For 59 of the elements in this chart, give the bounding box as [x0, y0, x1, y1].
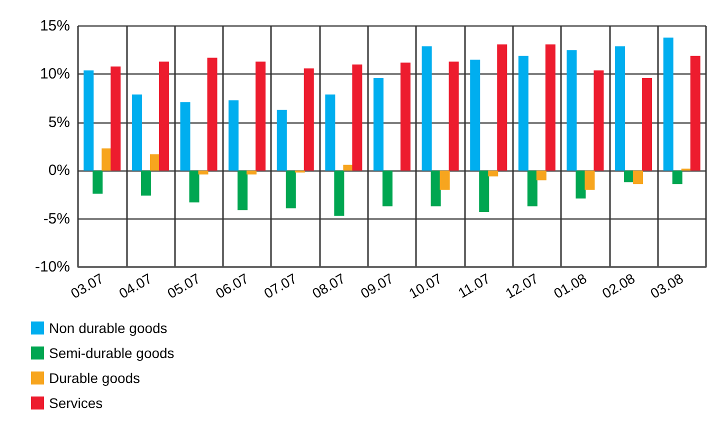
bar [642, 78, 652, 171]
bar [286, 170, 296, 208]
bar [238, 170, 248, 210]
bar [566, 50, 577, 171]
bar [518, 56, 528, 171]
bar [430, 170, 441, 206]
legend-label: Semi-durable goods [49, 345, 174, 361]
bar [132, 94, 142, 171]
bar [497, 44, 508, 171]
bar [352, 64, 362, 171]
x-tick-label: 02.08 [599, 270, 638, 302]
bar [140, 170, 151, 196]
bar [276, 110, 287, 171]
bar [110, 66, 121, 171]
y-tick-label: 10% [40, 66, 70, 83]
bar [545, 44, 556, 171]
bar [198, 170, 208, 174]
bar [158, 62, 169, 171]
bar [633, 170, 644, 184]
y-tick-label: 5% [48, 114, 70, 131]
bar [594, 70, 604, 171]
bar [690, 56, 700, 171]
bar [374, 78, 384, 171]
bar [400, 62, 410, 171]
bar [527, 170, 538, 206]
bar [246, 170, 257, 174]
bar [256, 62, 266, 171]
bar [228, 100, 239, 171]
bar [180, 102, 190, 171]
bar [304, 68, 314, 171]
y-tick-label: 15% [40, 18, 70, 34]
legend-label: Services [49, 395, 103, 411]
bar [382, 170, 392, 206]
legend-label: Non durable goods [49, 320, 168, 336]
x-tick-label: 03.08 [648, 270, 686, 302]
bar [334, 170, 344, 216]
bar [189, 170, 200, 202]
bar [663, 38, 674, 171]
legend-label: Durable goods [49, 370, 140, 386]
bar [207, 58, 218, 171]
bar [150, 154, 160, 171]
bar [325, 94, 336, 171]
bar [422, 46, 432, 171]
y-tick-label: 0% [48, 162, 70, 180]
bar [576, 170, 586, 199]
y-tick-label: -5% [43, 210, 70, 228]
bar [536, 170, 546, 180]
bar [479, 170, 490, 212]
bar [448, 62, 459, 171]
bar [584, 170, 595, 190]
y-tick-label: -10% [34, 258, 70, 276]
bar [84, 70, 94, 171]
bar [440, 170, 450, 190]
bar [615, 46, 626, 171]
bar [488, 170, 498, 176]
bar [672, 170, 682, 184]
bar [92, 170, 103, 194]
bar [470, 60, 480, 171]
x-tick-label: 01.08 [550, 270, 590, 302]
